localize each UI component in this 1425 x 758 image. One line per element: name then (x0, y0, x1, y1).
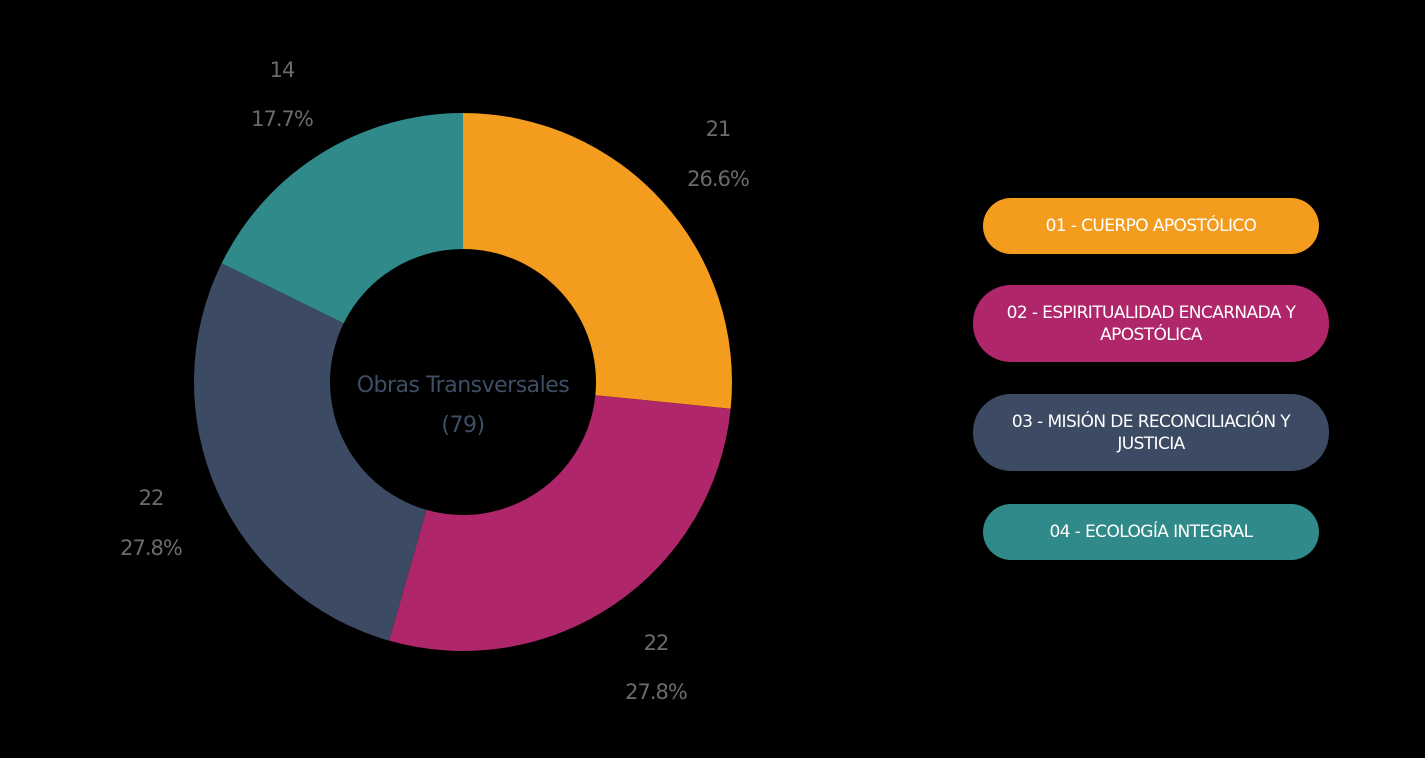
donut-slices (193, 113, 732, 651)
slice-value-label-4: 14 (270, 58, 295, 82)
center-title: Obras Transversales (357, 373, 570, 398)
slice-2 (389, 395, 731, 651)
slice-value-label-1: 21 (706, 117, 731, 141)
slice-percent-label-3: 27.8% (120, 536, 182, 560)
slice-1 (463, 113, 732, 409)
slice-labels: 21 26.6% 22 27.8% 22 27.8% 14 17.7% (120, 58, 750, 704)
center-total: (79) (441, 413, 484, 438)
slice-value-label-3: 22 (139, 486, 164, 510)
slice-percent-label-4: 17.7% (251, 107, 313, 131)
slice-3 (193, 263, 427, 641)
slice-value-label-2: 22 (644, 631, 669, 655)
slice-percent-label-1: 26.6% (687, 167, 749, 191)
slice-4 (221, 113, 463, 324)
slice-percent-label-2: 27.8% (625, 680, 687, 704)
